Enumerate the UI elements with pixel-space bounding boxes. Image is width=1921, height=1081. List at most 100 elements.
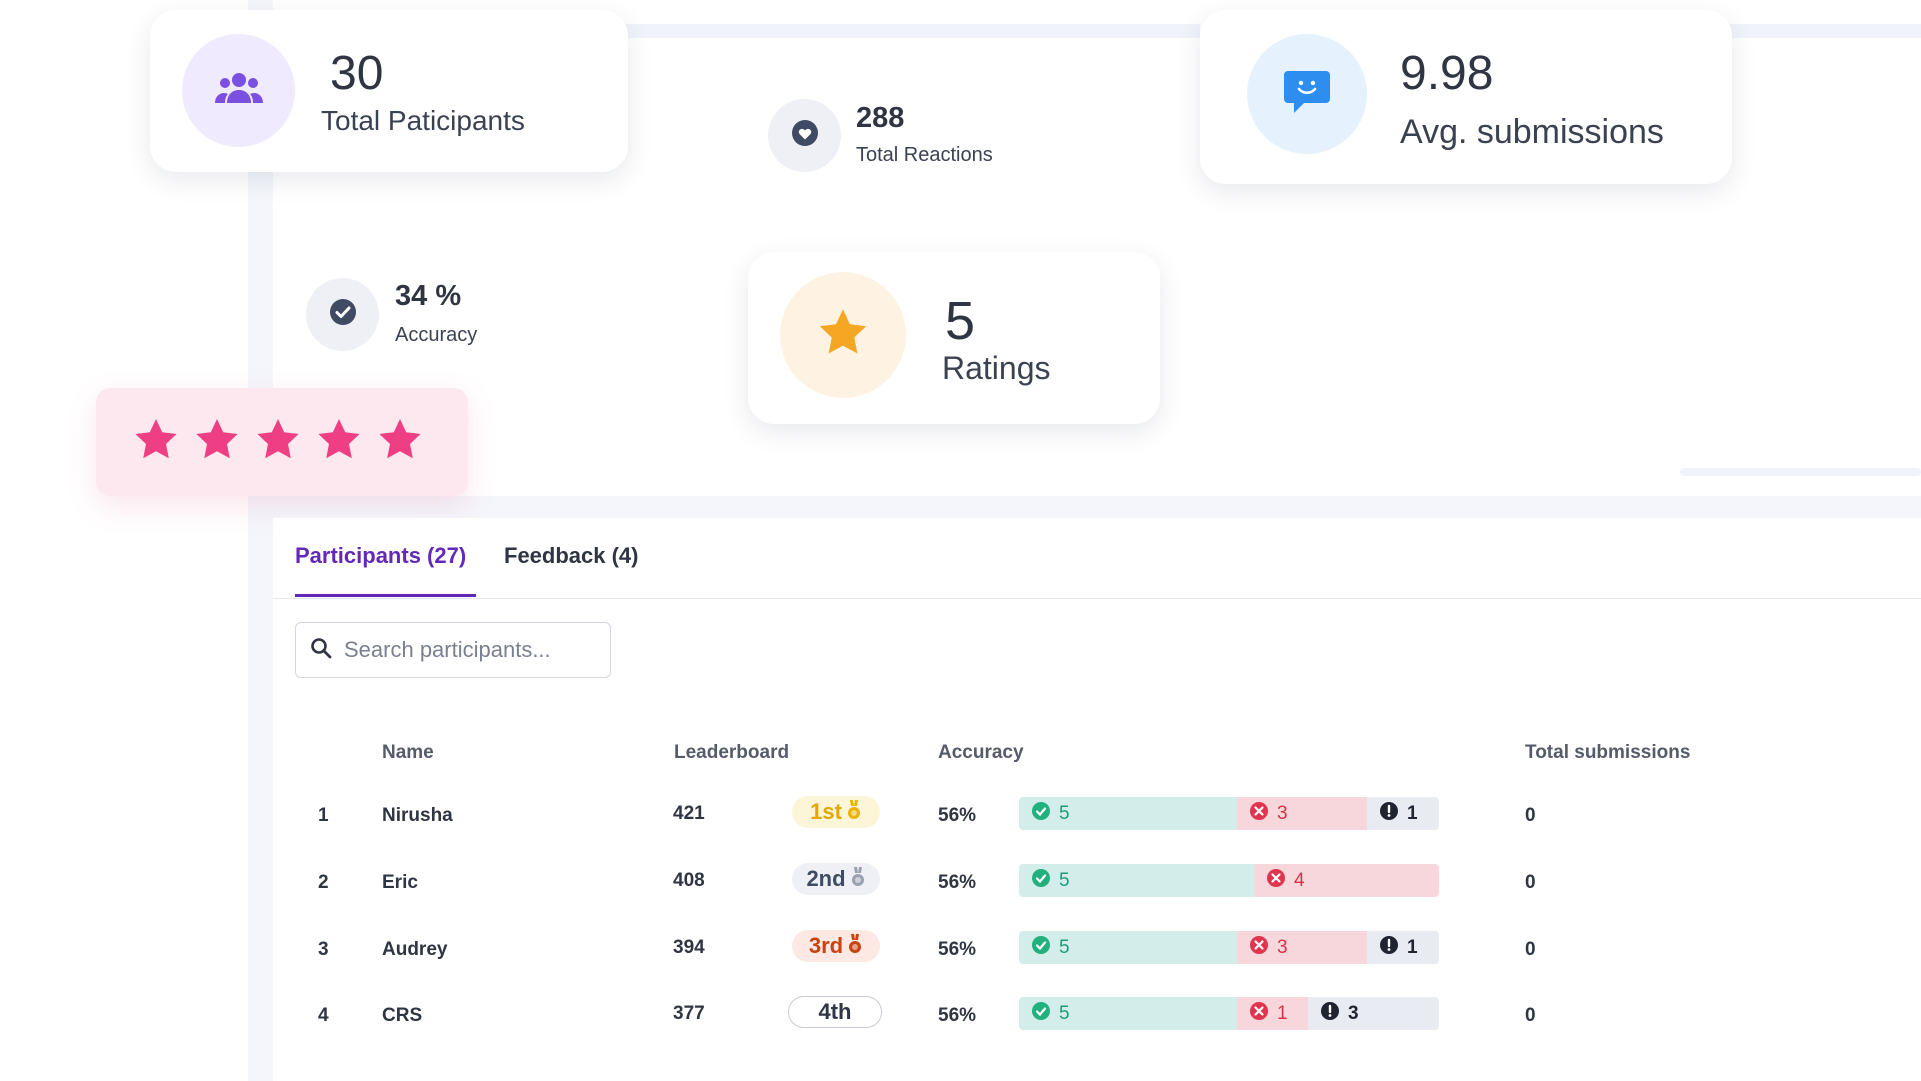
check-circle-icon	[1031, 935, 1051, 961]
alert-circle-icon	[1379, 801, 1399, 827]
medal-icon	[846, 800, 862, 824]
place-label: 4th	[818, 999, 852, 1024]
alert-circle-icon	[1320, 1001, 1340, 1027]
submissions-icon-circle	[1247, 34, 1367, 154]
header-leaderboard: Leaderboard	[674, 742, 790, 763]
wrong-segment: 3	[1237, 797, 1367, 830]
accuracy-bar: 5 1 3	[1019, 997, 1439, 1030]
x-circle-icon	[1266, 868, 1286, 894]
tabs-divider	[273, 598, 1921, 599]
header-total-submissions: Total submissions	[1525, 742, 1691, 763]
active-tab-indicator	[295, 594, 476, 597]
row-score: 377	[673, 1003, 705, 1024]
submissions-label: Avg. submissions	[1400, 113, 1664, 151]
reactions-icon-circle	[768, 99, 841, 172]
star-icon	[376, 417, 424, 468]
row-total-submissions: 0	[1525, 1005, 1536, 1026]
skipped-count: 3	[1348, 1002, 1359, 1024]
wrong-count: 3	[1277, 936, 1288, 958]
skipped-count: 1	[1407, 936, 1418, 958]
place-label: 2nd	[806, 866, 846, 891]
reactions-value: 288	[856, 102, 905, 134]
accuracy-value: 34 %	[395, 280, 462, 312]
background-strip	[620, 24, 1200, 38]
header-accuracy: Accuracy	[938, 742, 1024, 763]
search-input[interactable]	[344, 637, 604, 663]
background-strip	[1720, 24, 1921, 38]
check-icon	[328, 297, 358, 332]
rating-stars	[96, 388, 468, 496]
row-rank: 3	[318, 939, 329, 960]
participants-icon-circle	[182, 34, 295, 147]
place-label: 1st	[810, 799, 842, 824]
skipped-segment: 3	[1308, 997, 1439, 1030]
row-name: Nirusha	[382, 805, 453, 826]
accuracy-bar: 5 3 1	[1019, 931, 1439, 964]
row-rank: 2	[318, 872, 329, 893]
sidebar-strip	[248, 0, 273, 1081]
section-divider	[273, 496, 1921, 518]
place-badge: 2nd	[792, 863, 880, 895]
participants-value: 30	[330, 47, 384, 100]
star-icon	[315, 417, 363, 468]
tab-feedback[interactable]: Feedback (4)	[504, 543, 639, 568]
row-accuracy: 56%	[938, 872, 977, 893]
place-badge: 1st	[792, 796, 880, 828]
star-icon	[132, 417, 180, 468]
place-label: 3rd	[808, 933, 844, 958]
ratings-icon-circle	[780, 272, 906, 398]
wrong-count: 4	[1294, 869, 1305, 891]
star-icon	[254, 417, 302, 468]
star-icon	[193, 417, 241, 468]
wrong-segment: 1	[1237, 997, 1308, 1030]
skipped-segment: 1	[1367, 797, 1439, 830]
row-total-submissions: 0	[1525, 805, 1536, 826]
wrong-segment: 3	[1237, 931, 1367, 964]
users-icon	[214, 71, 264, 110]
wrong-count: 1	[1277, 1002, 1288, 1024]
heart-icon	[790, 118, 820, 153]
medal-icon	[847, 934, 863, 958]
row-accuracy: 56%	[938, 805, 977, 826]
chat-smile-icon	[1282, 69, 1332, 120]
star-icon	[816, 307, 870, 364]
participants-label: Total Paticipants	[321, 105, 525, 136]
x-circle-icon	[1249, 935, 1269, 961]
row-score: 408	[673, 870, 705, 891]
correct-segment: 5	[1019, 864, 1254, 897]
check-circle-icon	[1031, 868, 1051, 894]
reactions-label: Total Reactions	[856, 144, 993, 166]
correct-segment: 5	[1019, 797, 1237, 830]
check-circle-icon	[1031, 801, 1051, 827]
alert-circle-icon	[1379, 935, 1399, 961]
background-strip	[1680, 468, 1921, 476]
check-circle-icon	[1031, 1001, 1051, 1027]
row-name: Eric	[382, 872, 418, 893]
row-accuracy: 56%	[938, 1005, 977, 1026]
ratings-label: Ratings	[942, 350, 1051, 386]
medal-icon	[850, 867, 866, 891]
row-score: 421	[673, 803, 705, 824]
row-name: Audrey	[382, 939, 448, 960]
skipped-count: 1	[1407, 802, 1418, 824]
place-badge: 3rd	[792, 930, 880, 962]
correct-count: 5	[1059, 802, 1070, 824]
skipped-segment: 1	[1367, 931, 1439, 964]
tab-participants[interactable]: Participants (27)	[295, 543, 467, 568]
row-rank: 4	[318, 1005, 329, 1026]
row-score: 394	[673, 937, 705, 958]
wrong-segment: 4	[1254, 864, 1439, 897]
submissions-value: 9.98	[1400, 47, 1494, 100]
accuracy-label: Accuracy	[395, 324, 478, 346]
row-rank: 1	[318, 805, 329, 826]
header-name: Name	[382, 742, 434, 763]
row-total-submissions: 0	[1525, 939, 1536, 960]
search-box	[295, 622, 611, 678]
row-name: CRS	[382, 1005, 423, 1026]
row-accuracy: 56%	[938, 939, 977, 960]
correct-segment: 5	[1019, 997, 1237, 1030]
correct-segment: 5	[1019, 931, 1237, 964]
wrong-count: 3	[1277, 802, 1288, 824]
